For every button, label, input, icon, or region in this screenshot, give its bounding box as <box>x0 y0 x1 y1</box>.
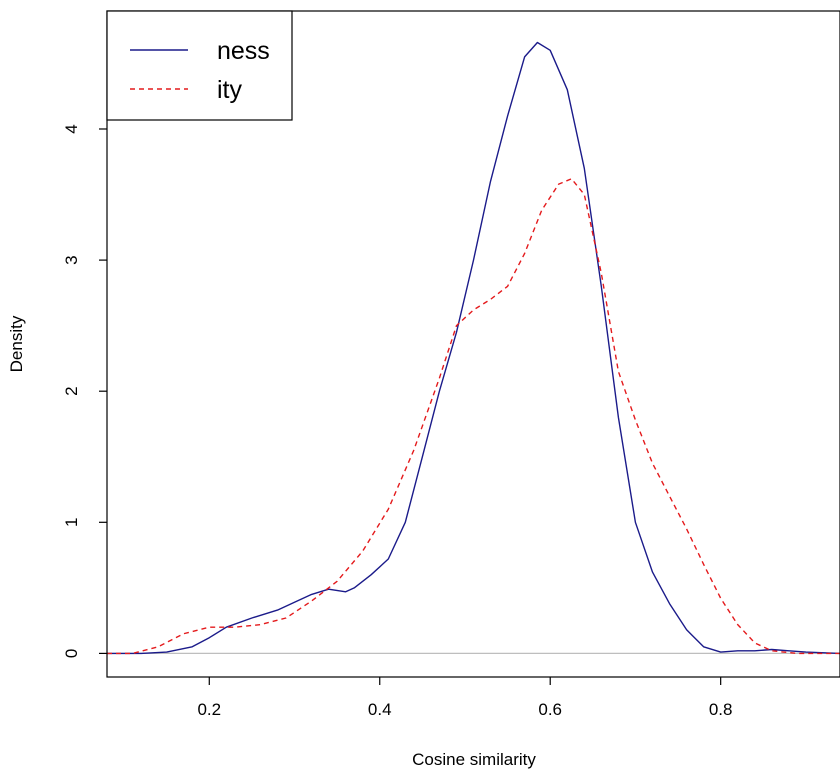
legend-label-ness: ness <box>217 37 270 65</box>
series-line-ness <box>107 41 840 655</box>
y-tick-label: 4 <box>62 124 81 133</box>
y-axis-label: Density <box>7 315 26 372</box>
y-tick-label: 3 <box>62 255 81 264</box>
x-axis-label: Cosine similarity <box>412 750 536 769</box>
legend: ness ity <box>106 10 293 121</box>
series-layer <box>107 41 840 655</box>
y-tick-label: 0 <box>62 649 81 658</box>
x-tick-label: 0.2 <box>197 700 221 719</box>
plot-area <box>107 41 840 655</box>
legend-box <box>106 10 293 121</box>
x-axis: 0.2 0.4 0.6 0.8 <box>197 677 732 719</box>
x-tick-label: 0.8 <box>709 700 733 719</box>
x-tick-label: 0.6 <box>538 700 562 719</box>
legend-entries: ness ity <box>130 37 270 104</box>
y-tick-label: 1 <box>62 518 81 527</box>
y-axis: 0 1 2 3 4 <box>62 124 107 658</box>
legend-label-ity: ity <box>217 76 243 104</box>
y-tick-label: 2 <box>62 386 81 395</box>
x-tick-label: 0.4 <box>368 700 392 719</box>
series-line-ity <box>107 178 840 655</box>
plot-frame <box>106 10 840 678</box>
